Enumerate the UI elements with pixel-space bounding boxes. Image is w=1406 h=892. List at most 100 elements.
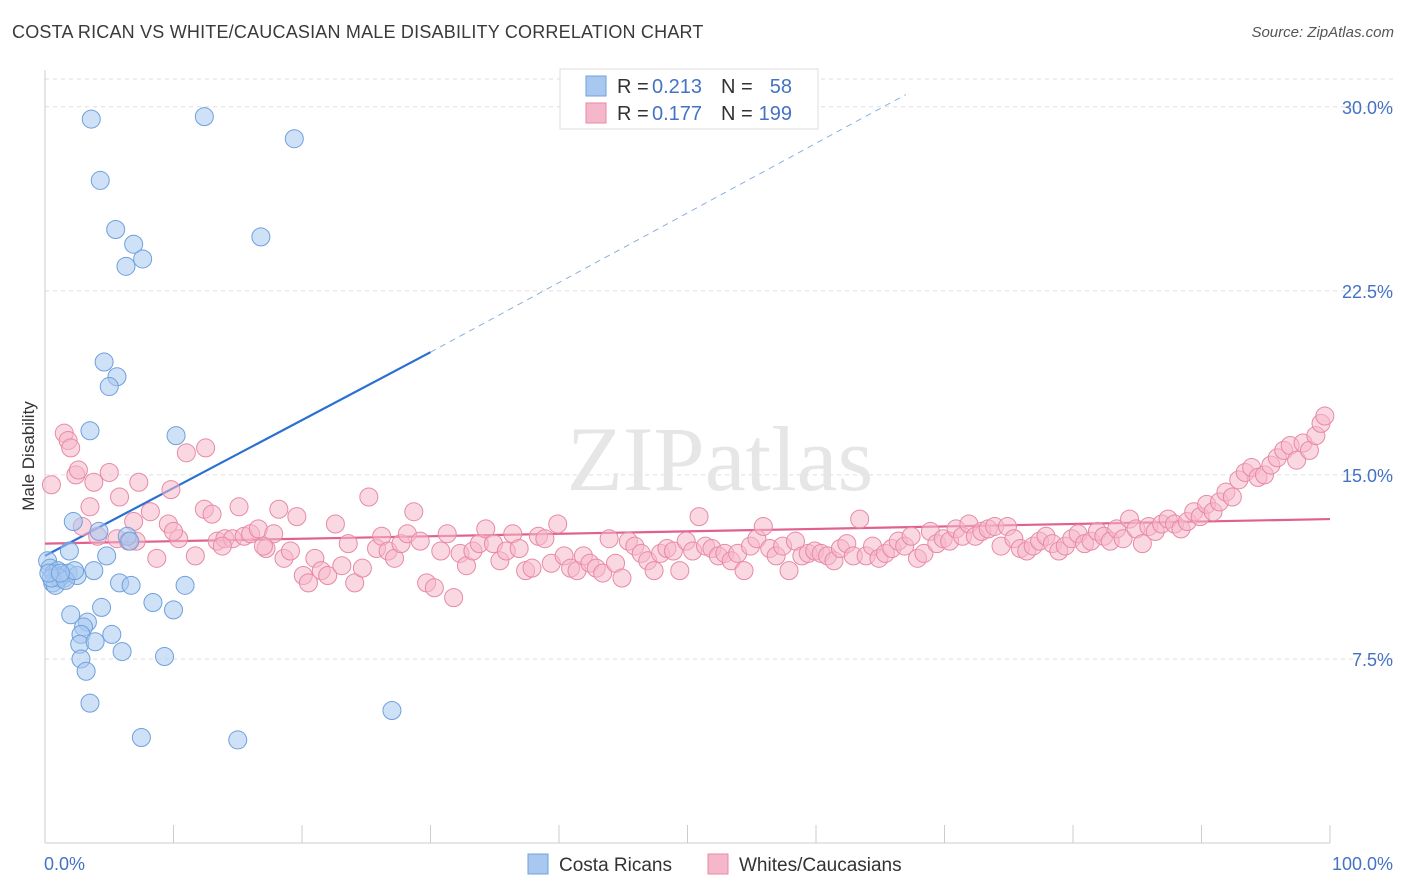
data-point xyxy=(76,661,96,681)
x-tick-label-right: 100.0% xyxy=(1332,854,1393,874)
data-point xyxy=(85,632,105,652)
data-point xyxy=(318,566,338,586)
data-point xyxy=(476,519,496,539)
axes xyxy=(44,70,1331,844)
data-point xyxy=(194,107,214,127)
series-costa-ricans xyxy=(38,107,402,750)
data-point xyxy=(161,480,181,500)
data-point xyxy=(332,556,352,576)
data-point xyxy=(140,502,160,522)
data-point xyxy=(251,227,271,247)
data-point xyxy=(404,502,424,522)
data-point xyxy=(166,426,186,446)
data-point xyxy=(228,730,248,750)
data-point xyxy=(753,516,773,536)
data-point xyxy=(212,536,232,556)
data-point xyxy=(359,487,379,507)
series-legend-label: Costa Ricans xyxy=(559,855,672,876)
data-point xyxy=(63,512,83,532)
data-point xyxy=(914,543,934,563)
data-point xyxy=(352,558,372,578)
data-point xyxy=(424,578,444,598)
data-point xyxy=(382,700,402,720)
legend-r-label: R = xyxy=(617,103,649,125)
watermark: ZIPatlas xyxy=(567,408,874,510)
data-point xyxy=(80,693,100,713)
y-tick-label: 30.0% xyxy=(1342,98,1393,118)
data-point xyxy=(264,524,284,544)
series-legend: Costa Ricans Whites/Caucasians xyxy=(527,853,902,876)
data-point xyxy=(133,249,153,269)
chart-source: Source: ZipAtlas.com xyxy=(1251,24,1394,41)
data-point xyxy=(253,536,273,556)
legend-swatch xyxy=(585,75,607,97)
data-point xyxy=(129,472,149,492)
data-point xyxy=(325,514,345,534)
data-point xyxy=(131,727,151,747)
data-point xyxy=(106,220,126,240)
data-point xyxy=(338,534,358,554)
data-point xyxy=(689,507,709,527)
data-point xyxy=(593,563,613,583)
data-point xyxy=(185,546,205,566)
data-point xyxy=(901,526,921,546)
data-point xyxy=(548,514,568,534)
data-point xyxy=(80,497,100,517)
data-point xyxy=(97,546,117,566)
data-point xyxy=(59,541,79,561)
data-point xyxy=(143,593,163,613)
y-axis-label: Male Disability xyxy=(19,401,38,511)
series-whites-caucasians xyxy=(41,406,1335,608)
data-point xyxy=(147,548,167,568)
stats-legend: R = 0.213 N = 58 R = 0.177 N = 199 xyxy=(559,68,819,130)
data-point xyxy=(94,352,114,372)
data-point xyxy=(84,472,104,492)
y-tick-label: 15.0% xyxy=(1342,466,1393,486)
data-point xyxy=(1287,450,1307,470)
legend-r-label: R = xyxy=(617,76,649,98)
data-point xyxy=(155,646,175,666)
series-legend-swatch xyxy=(527,853,549,875)
data-point xyxy=(116,256,136,276)
data-point xyxy=(175,575,195,595)
data-point xyxy=(535,529,555,549)
trend-line-costa-ricans-extension xyxy=(430,94,907,353)
data-point xyxy=(509,539,529,559)
data-point xyxy=(269,499,289,519)
data-point xyxy=(92,597,112,617)
data-point xyxy=(345,573,365,593)
data-point xyxy=(41,475,61,495)
legend-n-label: N = xyxy=(721,76,753,98)
series-legend-label: Whites/Caucasians xyxy=(739,855,902,876)
legend-n-value: 199 xyxy=(759,103,792,125)
data-point xyxy=(89,521,109,541)
data-point xyxy=(287,507,307,527)
data-point xyxy=(284,129,304,149)
data-point xyxy=(779,561,799,581)
gridlines xyxy=(45,78,1395,660)
legend-r-value: 0.177 xyxy=(652,103,702,125)
data-points xyxy=(38,107,1335,750)
data-point xyxy=(850,509,870,529)
data-point xyxy=(1132,534,1152,554)
y-tick-label: 22.5% xyxy=(1342,282,1393,302)
data-point xyxy=(202,504,222,524)
axis-labels: 7.5% 15.0% 22.5% 30.0% 0.0% 100.0% Male Disabi… xyxy=(19,98,1393,874)
chart-title: COSTA RICAN VS WHITE/CAUCASIAN MALE DISA… xyxy=(12,22,704,42)
data-point xyxy=(437,524,457,544)
data-point xyxy=(734,561,754,581)
data-point xyxy=(612,568,632,588)
data-point xyxy=(663,541,683,561)
data-point xyxy=(50,563,70,583)
data-point xyxy=(84,561,104,581)
data-point xyxy=(229,497,249,517)
data-point xyxy=(61,438,81,458)
legend-n-value: 58 xyxy=(770,76,792,98)
data-point xyxy=(110,487,130,507)
x-tick-label-left: 0.0% xyxy=(44,854,85,874)
data-point xyxy=(120,531,140,551)
data-point xyxy=(599,529,619,549)
data-point xyxy=(102,624,122,644)
data-point xyxy=(80,421,100,441)
